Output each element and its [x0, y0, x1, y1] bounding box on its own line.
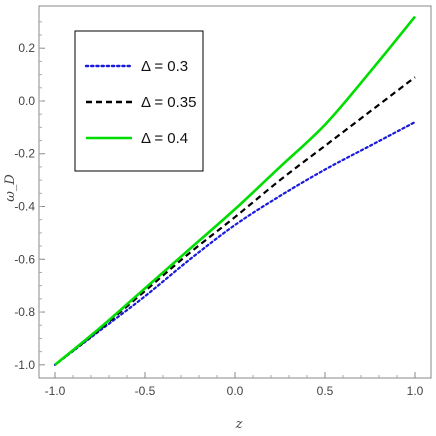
legend-label-2: Δ = 0.35: [141, 94, 196, 111]
series-line-1: [53, 120, 417, 366]
y-tick-label: -0.8: [14, 305, 35, 319]
y-axis-label: ω_D: [3, 174, 18, 202]
y-tick-label: 0.2: [18, 41, 35, 55]
y-tick-label: -0.6: [14, 252, 35, 266]
axis-ticks: -1.0 -0.5 0.0 0.5 1.0 -1.0 -0.8 -0.6 -0.4 -0.2 0.0…: [14, 21, 424, 398]
x-tick-label: -1.0: [45, 384, 66, 398]
legend-label-1: Δ = 0.3: [141, 58, 188, 75]
y-tick-label: -0.4: [14, 200, 35, 214]
x-tick-label: -0.5: [135, 384, 156, 398]
x-axis-label: z: [235, 417, 243, 432]
legend-label-3: Δ = 0.4: [141, 130, 188, 147]
x-tick-label: 0.5: [317, 384, 334, 398]
x-tick-label: 0.0: [227, 384, 244, 398]
legend: Δ = 0.3 Δ = 0.35 Δ = 0.4: [74, 30, 204, 172]
y-tick-label: 0.0: [18, 94, 35, 108]
y-tick-label: -1.0: [14, 358, 35, 372]
x-tick-label: 1.0: [407, 384, 424, 398]
series-lines: [53, 15, 417, 366]
y-tick-label: -0.2: [14, 147, 35, 161]
series-line-3: [54, 15, 417, 366]
